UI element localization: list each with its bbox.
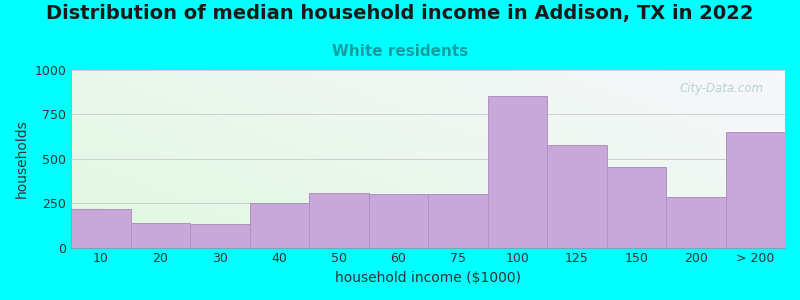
Bar xyxy=(726,132,785,247)
X-axis label: household income ($1000): household income ($1000) xyxy=(335,271,521,285)
Text: Distribution of median household income in Addison, TX in 2022: Distribution of median household income … xyxy=(46,4,754,23)
Bar xyxy=(606,167,666,247)
Bar xyxy=(547,145,606,248)
Text: White residents: White residents xyxy=(332,44,468,59)
Bar xyxy=(71,209,130,247)
Bar xyxy=(428,194,488,247)
Bar xyxy=(250,203,309,248)
Bar xyxy=(190,224,250,248)
Bar xyxy=(309,193,369,248)
Bar xyxy=(666,197,726,248)
Bar xyxy=(130,223,190,247)
Text: City-Data.com: City-Data.com xyxy=(679,82,763,95)
Bar xyxy=(488,96,547,248)
Y-axis label: households: households xyxy=(15,119,29,198)
Bar xyxy=(369,194,428,247)
